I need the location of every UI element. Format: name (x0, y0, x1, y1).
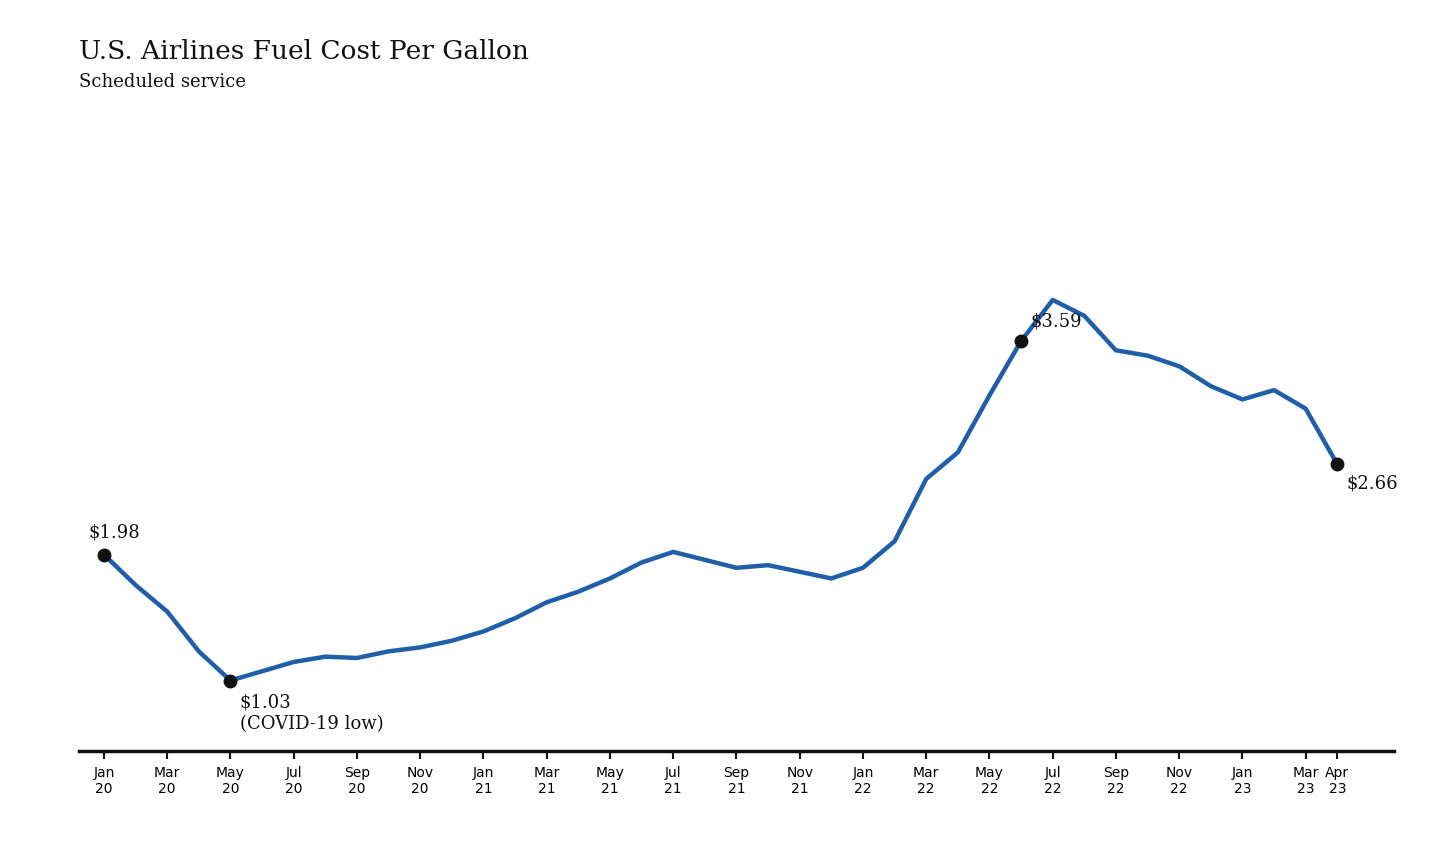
Text: $3.59: $3.59 (1031, 312, 1083, 331)
Text: U.S. Airlines Fuel Cost Per Gallon: U.S. Airlines Fuel Cost Per Gallon (79, 39, 529, 64)
Text: $1.03
(COVID-19 low): $1.03 (COVID-19 low) (240, 694, 383, 733)
Text: $1.98: $1.98 (89, 523, 140, 541)
Text: Scheduled service: Scheduled service (79, 73, 246, 91)
Text: $2.66: $2.66 (1347, 475, 1399, 493)
